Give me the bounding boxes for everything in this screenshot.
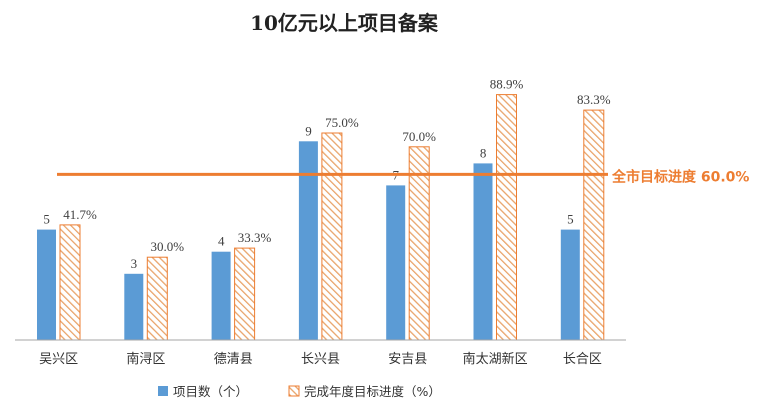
legend-swatch-progress xyxy=(288,385,300,397)
project-count-bar-0 xyxy=(37,229,56,340)
project-count-bar-6 xyxy=(560,229,580,340)
progress-bar-2 xyxy=(234,247,256,341)
chart-title: 10亿元以上项目备案 xyxy=(250,11,439,35)
project-count-label-0: 5 xyxy=(43,212,50,227)
project-count-bar-2 xyxy=(211,251,231,340)
progress-label-4: 70.0% xyxy=(402,129,436,144)
progress-label-0: 41.7% xyxy=(63,207,97,222)
category-label-5: 南太湖新区 xyxy=(463,351,528,367)
progress-label-2: 33.3% xyxy=(238,230,272,245)
reference-line-group: 全市目标进度 60.0% xyxy=(57,168,749,185)
progress-bar-0 xyxy=(59,224,81,341)
progress-bar-3 xyxy=(321,132,343,341)
legend-swatch-project-count xyxy=(158,386,168,396)
project-count-bar-3 xyxy=(298,141,318,340)
progress-bar-1 xyxy=(146,256,168,341)
project-count-label-1: 3 xyxy=(131,256,138,271)
progress-label-3: 75.0% xyxy=(325,115,359,130)
category-label-2: 德清县 xyxy=(214,352,253,367)
progress-bar-6 xyxy=(583,109,605,341)
legend-label-project-count: 项目数（个） xyxy=(173,384,248,399)
project-count-label-2: 4 xyxy=(218,234,225,249)
category-label-4: 安吉县 xyxy=(388,352,427,367)
legend: 项目数（个） 完成年度目标进度（%） xyxy=(158,384,441,399)
project-count-label-6: 5 xyxy=(567,212,574,227)
project-count-bar-5 xyxy=(473,163,493,340)
target-line-label: 全市目标进度 60.0% xyxy=(611,168,749,185)
project-count-bar-4 xyxy=(386,185,406,340)
project-count-label-5: 8 xyxy=(480,145,487,160)
category-label-0: 吴兴区 xyxy=(39,352,78,367)
project-count-label-3: 9 xyxy=(305,123,312,138)
progress-label-5: 88.9% xyxy=(490,77,524,92)
progress-bar-5 xyxy=(496,94,517,341)
progress-label-1: 30.0% xyxy=(151,239,185,254)
category-label-1: 南浔区 xyxy=(126,351,165,367)
category-label-6: 长合区 xyxy=(563,352,602,367)
bars-layer xyxy=(37,94,605,341)
legend-label-progress: 完成年度目标进度（%） xyxy=(304,384,441,399)
progress-label-6: 83.3% xyxy=(577,92,611,107)
category-labels-layer: 吴兴区 南浔区 德清县 长兴县 安吉县 南太湖新区 长合区 xyxy=(39,351,602,367)
category-label-3: 长兴县 xyxy=(301,352,340,367)
project-count-bar-1 xyxy=(124,273,144,340)
